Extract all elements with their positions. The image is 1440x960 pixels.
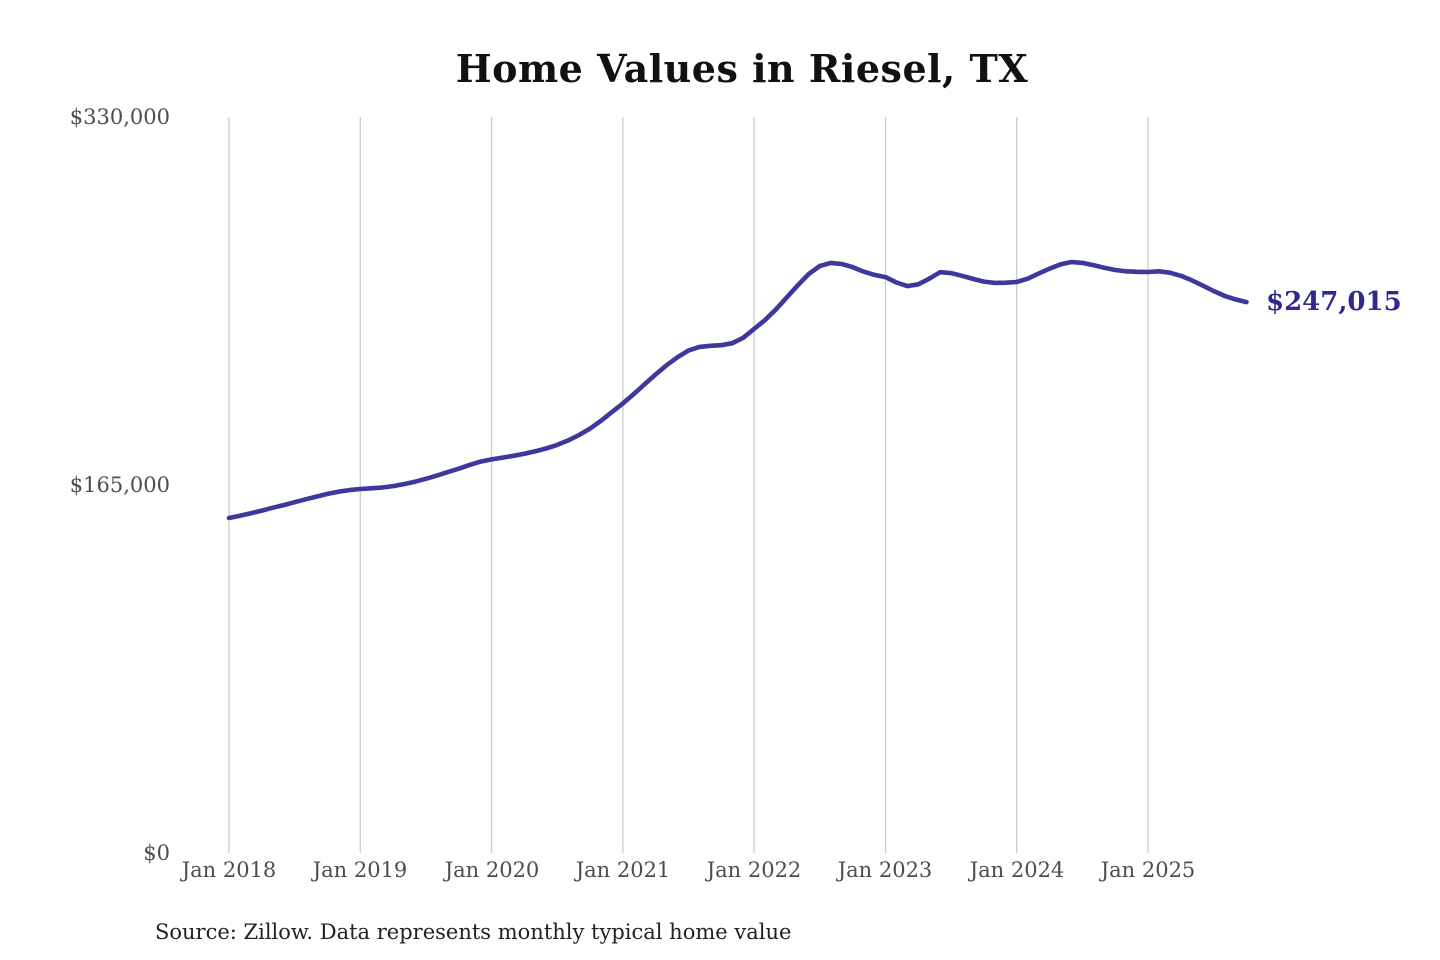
latest-value-label: $247,015: [1266, 287, 1402, 317]
chart-title: Home Values in Riesel, TX: [455, 46, 1029, 91]
x-axis-tick-jan-2022: Jan 2022: [706, 858, 802, 882]
x-axis-tick-jan-2020: Jan 2020: [444, 858, 540, 882]
x-axis-tick-jan-2018: Jan 2018: [181, 858, 277, 882]
x-axis-tick-jan-2025: Jan 2025: [1100, 858, 1196, 882]
source-note: Source: Zillow. Data represents monthly …: [155, 920, 792, 944]
x-axis-tick-jan-2023: Jan 2023: [837, 858, 933, 882]
y-axis-tick-0: $0: [143, 841, 170, 865]
home-value-line: [226, 259, 1249, 521]
x-axis-tick-jan-2021: Jan 2021: [575, 858, 671, 882]
x-axis-tick-jan-2019: Jan 2019: [312, 858, 408, 882]
y-axis-tick-165000: $165,000: [69, 473, 170, 497]
y-axis-tick-330000: $330,000: [69, 105, 170, 129]
x-axis-tick-jan-2024: Jan 2024: [969, 858, 1065, 882]
